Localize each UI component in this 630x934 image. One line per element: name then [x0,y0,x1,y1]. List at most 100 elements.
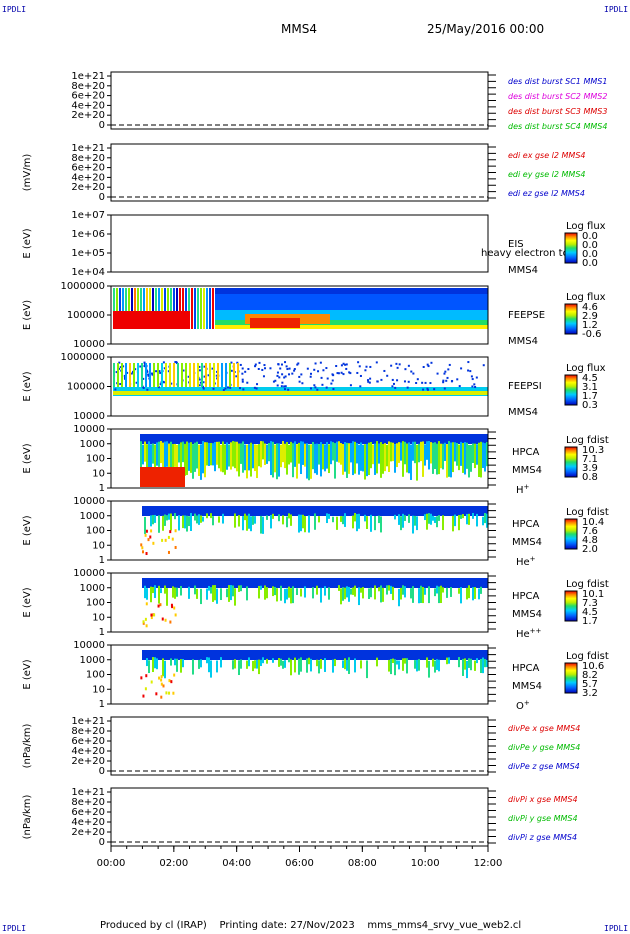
legend-entry: des dist burst SC1 MMS1 [508,77,607,86]
heatmap-cell [247,368,250,371]
heatmap-column [444,442,446,462]
date-title: 25/May/2016 00:00 [427,22,545,36]
heatmap-column [154,657,156,669]
heatmap-column [332,516,334,523]
y-tick-label: 8e+20 [71,81,105,92]
heatmap-column [284,443,286,469]
heatmap-cell [145,529,148,533]
heatmap-column [264,585,266,600]
heatmap-cell [150,613,153,617]
heatmap-column [370,514,372,532]
heatmap-cell [442,379,445,382]
colorbar-tick-label: 1.7 [582,391,598,402]
heatmap-cell [429,382,432,385]
heatmap-column [174,587,176,599]
heatmap-column [414,660,416,669]
heatmap-column [374,516,376,531]
heatmap-cell [403,380,406,383]
heatmap-column [203,288,205,329]
heatmap-column [185,363,187,387]
heatmap-column [192,444,194,479]
heatmap-cell [212,387,215,390]
species-label: He++ [516,627,542,640]
heatmap-column [280,658,282,666]
heatmap-cell [436,372,439,375]
heatmap-column [410,444,412,480]
heatmap-column [418,659,420,671]
y-axis-label: E (eV) [22,515,33,545]
heatmap-column [298,442,300,464]
heatmap-column [196,588,198,599]
heatmap-column [169,363,171,387]
heatmap-column [474,660,476,671]
y-tick-label: 1 [99,555,105,566]
heatmap-column [264,443,266,465]
heatmap-column [182,441,184,463]
heatmap-column [458,444,460,471]
heatmap-column [246,586,248,601]
heatmap-cell [340,371,343,374]
heatmap-cell [162,380,165,383]
heatmap-cell [207,374,210,377]
heatmap-cell [342,373,345,376]
y-tick-label: 8e+20 [71,153,105,164]
heatmap-cell [321,383,324,386]
heatmap-column [152,288,154,329]
heatmap-column [472,513,474,519]
heatmap-cell [255,387,258,390]
heatmap-column [246,660,248,669]
heatmap-column [432,442,434,474]
heatmap-column [392,442,394,462]
panel-7: 10000 1000 100 10 1 E (eV) HPCA MMS4 He+ Log fdis… [22,496,609,568]
heatmap-cell [340,364,343,367]
legend-entry: edi ex gse l2 MMS4 [508,151,586,160]
y-axis-label: (nPa/km) [22,724,33,769]
instrument-label: HPCA [512,447,540,458]
colorbar-tick-label: 3.1 [582,382,598,393]
heatmap-column [344,513,346,527]
heatmap-column [420,585,422,603]
heatmap-column [388,441,390,472]
heatmap-column [472,443,474,463]
heatmap-column [458,514,460,531]
heatmap-cell [135,381,138,384]
heatmap-column [434,442,436,469]
heatmap-cell [162,361,165,364]
heatmap-column [158,585,160,604]
heatmap-cell [446,376,449,379]
heatmap-column [276,588,278,602]
heatmap-column [350,588,352,595]
heatmap-column [314,513,316,530]
heatmap-cell [142,506,488,516]
heatmap-column [328,587,330,600]
heatmap-column [380,516,382,533]
y-tick-label: 100 [86,598,105,609]
heatmap-cell [309,372,312,375]
heatmap-column [158,441,160,467]
heatmap-cell [309,387,312,390]
heatmap-column [131,288,133,329]
x-tick-label: 02:00 [159,858,188,869]
heatmap-column [388,585,390,591]
colorbar [564,232,578,264]
colorbar [564,303,578,335]
colorbar [564,518,578,550]
heatmap-column [298,514,300,533]
heatmap-cell [326,377,329,380]
heatmap-column [438,441,440,475]
heatmap-column [170,658,172,666]
heatmap-column [288,444,290,465]
spacecraft-label: MMS4 [508,336,538,347]
heatmap-column [248,513,250,529]
heatmap-cell [288,373,291,376]
heatmap-cell [272,380,275,383]
heatmap-column [254,516,256,524]
heatmap-column [352,587,354,595]
heatmap-cell [170,680,173,684]
heatmap-column [180,659,182,673]
heatmap-cell [293,369,296,372]
heatmap-cell [167,550,170,554]
y-tick-label: 10000 [73,424,105,435]
heatmap-column [198,514,200,525]
heatmap-column [176,288,178,329]
